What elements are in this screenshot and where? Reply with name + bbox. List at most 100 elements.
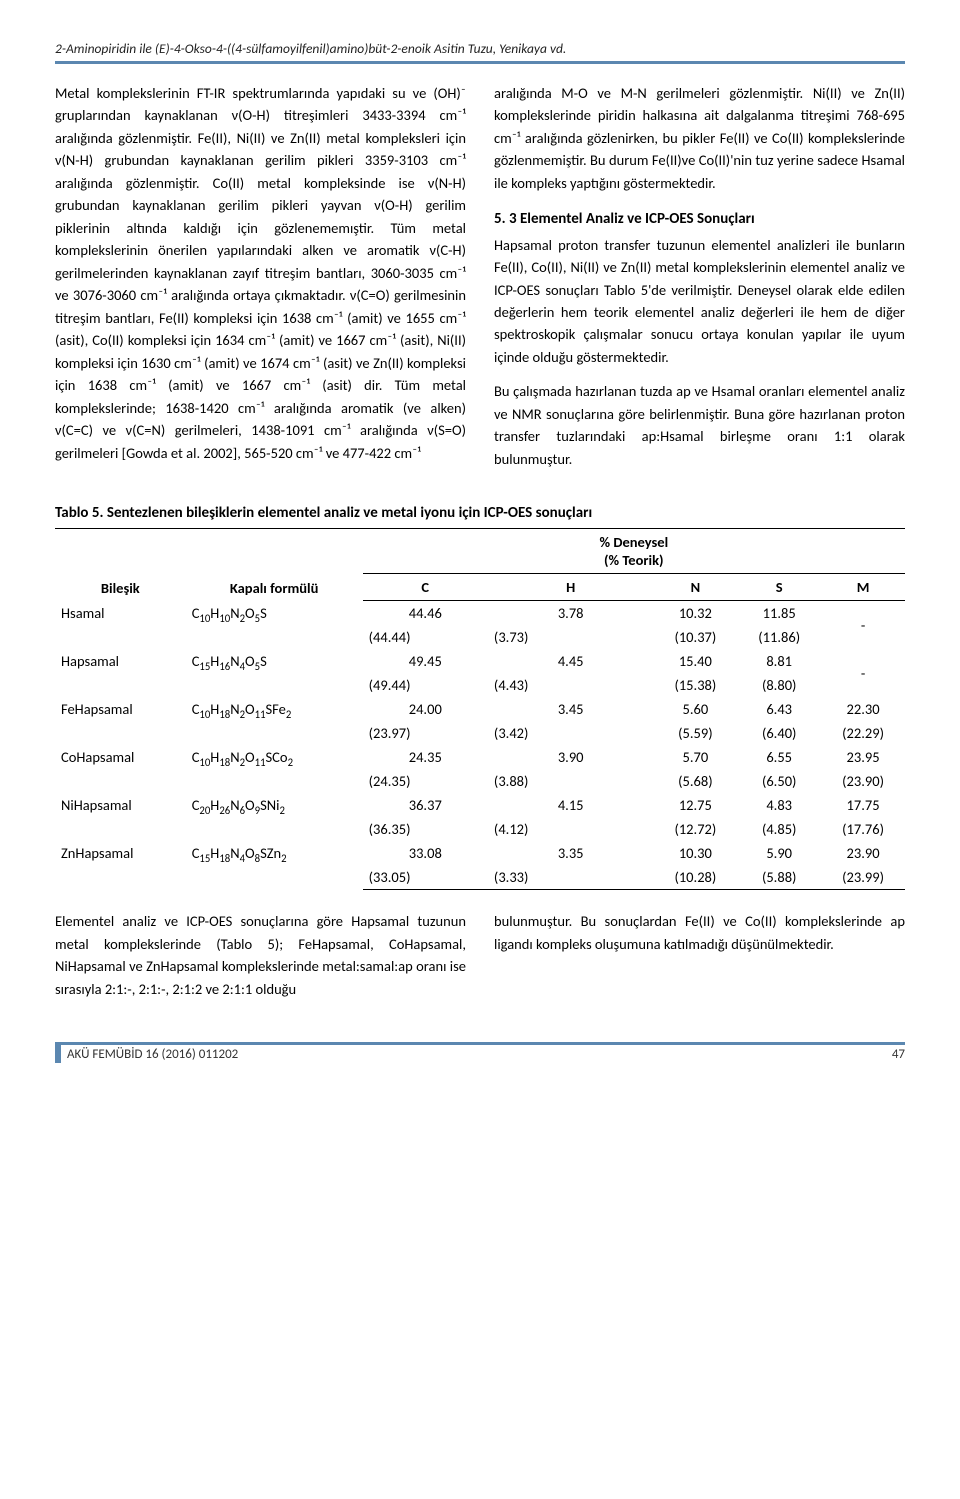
theoretical-cell: (49.44) (363, 673, 488, 697)
compound-formula: C10H10N2O5S (186, 601, 363, 650)
value-cell: 10.32 (653, 601, 737, 626)
value-cell: 12.75 (653, 793, 737, 817)
footer-journal: AKÜ FEMÜBİD 16 (2016) 011202 (67, 1047, 238, 1062)
body-columns: Metal komplekslerinin FT-IR spektrumları… (55, 82, 905, 482)
value-cell: 6.55 (737, 745, 821, 769)
footer-accent-box (55, 1045, 61, 1063)
table-row: ZnHapsamalC15H18N4O8SZn233.083.3510.305.… (55, 841, 905, 865)
value-cell: - (821, 601, 905, 650)
theoretical-cell: (10.37) (653, 625, 737, 649)
value-cell: 17.75 (821, 793, 905, 817)
compound-name: ZnHapsamal (55, 841, 186, 890)
theoretical-cell: (3.33) (488, 865, 654, 890)
table5-caption: Tablo 5. Sentezlenen bileşiklerin elemen… (55, 504, 905, 522)
theoretical-cell: (17.76) (821, 817, 905, 841)
value-cell: 5.70 (653, 745, 737, 769)
right-para-2: Hapsamal proton transfer tuzunun element… (494, 234, 905, 369)
compound-name: Hsamal (55, 601, 186, 650)
table-row: NiHapsamalC20H26N6O9SNi236.374.1512.754.… (55, 793, 905, 817)
after-table-columns: Elementel analiz ve ICP-OES sonuçlarına … (55, 910, 905, 1012)
table-row: FeHapsamalC10H18N2O11SFe224.003.455.606.… (55, 697, 905, 721)
theoretical-cell: (5.68) (653, 769, 737, 793)
right-para-1: aralığında M-O ve M-N gerilmeleri gözlen… (494, 82, 905, 194)
value-cell: 5.60 (653, 697, 737, 721)
theoretical-cell: (23.99) (821, 865, 905, 890)
value-cell: 49.45 (363, 649, 488, 673)
page-footer: AKÜ FEMÜBİD 16 (2016) 011202 47 (55, 1042, 905, 1063)
col-s: S (737, 574, 821, 601)
section-5-title: 5. 3 Elementel Analiz ve ICP-OES Sonuçla… (494, 208, 905, 231)
theoretical-cell: (5.88) (737, 865, 821, 890)
theoretical-cell: (5.59) (653, 721, 737, 745)
theoretical-cell: (23.97) (363, 721, 488, 745)
value-cell: 3.35 (488, 841, 654, 865)
table-row: CoHapsamalC10H18N2O11SCo224.353.905.706.… (55, 745, 905, 769)
theoretical-cell: (23.90) (821, 769, 905, 793)
value-cell: 36.37 (363, 793, 488, 817)
theoretical-cell: (44.44) (363, 625, 488, 649)
value-cell: 6.43 (737, 697, 821, 721)
compound-name: NiHapsamal (55, 793, 186, 841)
col-h: H (488, 574, 654, 601)
theoretical-cell: (3.88) (488, 769, 654, 793)
compound-formula: C10H18N2O11SCo2 (186, 745, 363, 793)
theoretical-cell: (4.85) (737, 817, 821, 841)
theoretical-cell: (15.38) (653, 673, 737, 697)
col-deneysel: % Deneysel (% Teorik) (363, 529, 905, 574)
after-left-para: Elementel analiz ve ICP-OES sonuçlarına … (55, 910, 466, 1000)
table5: Bileşik Kapalı formülü % Deneysel (% Teo… (55, 528, 905, 890)
compound-formula: C10H18N2O11SFe2 (186, 697, 363, 745)
value-cell: 10.30 (653, 841, 737, 865)
compound-name: FeHapsamal (55, 697, 186, 745)
value-cell: 33.08 (363, 841, 488, 865)
value-cell: 15.40 (653, 649, 737, 673)
teorik-label: (% Teorik) (604, 551, 664, 569)
left-para-1: Metal komplekslerinin FT-IR spektrumları… (55, 82, 466, 464)
theoretical-cell: (36.35) (363, 817, 488, 841)
value-cell: 3.90 (488, 745, 654, 769)
value-cell: 11.85 (737, 601, 821, 626)
value-cell: 4.15 (488, 793, 654, 817)
value-cell: 23.90 (821, 841, 905, 865)
right-para-3: Bu çalışmada hazırlanan tuzda ap ve Hsam… (494, 380, 905, 470)
col-m: M (821, 574, 905, 601)
value-cell: 24.00 (363, 697, 488, 721)
theoretical-cell: (4.12) (488, 817, 654, 841)
left-column: Metal komplekslerinin FT-IR spektrumları… (55, 82, 466, 482)
value-cell: 3.45 (488, 697, 654, 721)
theoretical-cell: (6.40) (737, 721, 821, 745)
col-c: C (363, 574, 488, 601)
after-left: Elementel analiz ve ICP-OES sonuçlarına … (55, 910, 466, 1012)
right-column: aralığında M-O ve M-N gerilmeleri gözlen… (494, 82, 905, 482)
compound-formula: C15H16N4O5S (186, 649, 363, 697)
compound-formula: C15H18N4O8SZn2 (186, 841, 363, 890)
col-formula: Kapalı formülü (186, 529, 363, 601)
table-row: HsamalC10H10N2O5S44.463.7810.3211.85- (55, 601, 905, 626)
theoretical-cell: (10.28) (653, 865, 737, 890)
value-cell: 22.30 (821, 697, 905, 721)
value-cell: 4.45 (488, 649, 654, 673)
value-cell: 24.35 (363, 745, 488, 769)
compound-formula: C20H26N6O9SNi2 (186, 793, 363, 841)
theoretical-cell: (3.73) (488, 625, 654, 649)
theoretical-cell: (4.43) (488, 673, 654, 697)
deneysel-label: % Deneysel (599, 533, 668, 551)
value-cell: 5.90 (737, 841, 821, 865)
value-cell: 8.81 (737, 649, 821, 673)
footer-page-number: 47 (892, 1047, 905, 1062)
value-cell: 23.95 (821, 745, 905, 769)
col-n: N (653, 574, 737, 601)
col-bilesik: Bileşik (55, 529, 186, 601)
theoretical-cell: (22.29) (821, 721, 905, 745)
theoretical-cell: (11.86) (737, 625, 821, 649)
theoretical-cell: (12.72) (653, 817, 737, 841)
compound-name: Hapsamal (55, 649, 186, 697)
theoretical-cell: (8.80) (737, 673, 821, 697)
table-row: HapsamalC15H16N4O5S49.454.4515.408.81- (55, 649, 905, 673)
value-cell: 4.83 (737, 793, 821, 817)
theoretical-cell: (6.50) (737, 769, 821, 793)
running-header: 2-Aminopiridin ile (E)-4-Okso-4-((4-sülf… (55, 40, 905, 64)
theoretical-cell: (24.35) (363, 769, 488, 793)
value-cell: 3.78 (488, 601, 654, 626)
value-cell: 44.46 (363, 601, 488, 626)
